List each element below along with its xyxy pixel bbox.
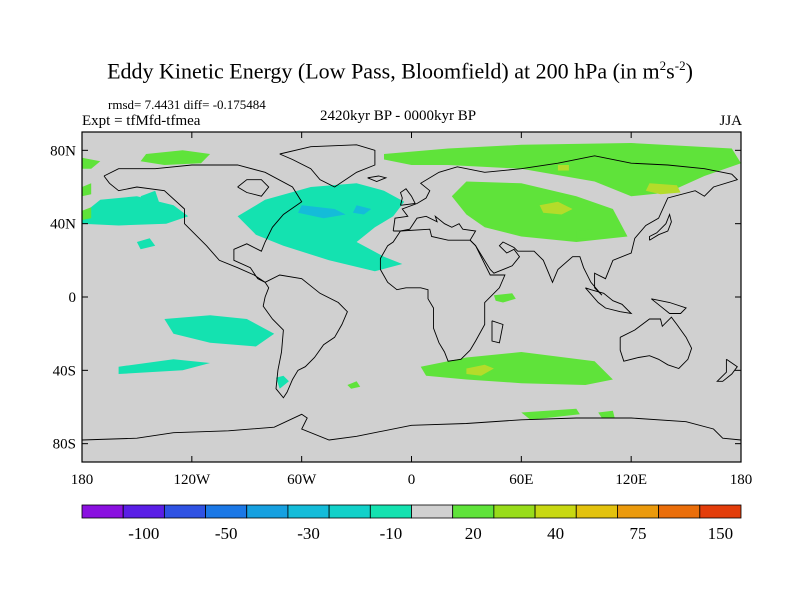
y-tick-label: 40N [50,217,76,233]
anomaly-region-east-asia-small [576,229,593,239]
anomaly-region-central-asia [451,181,628,242]
anomaly-region-arctic-dateline [82,157,101,169]
anomaly-region-north-asia-core [539,201,573,215]
colorbar-swatch [575,504,618,519]
colorbar-swatch [81,504,124,519]
new-zealand-coast [716,358,738,382]
y-tick-label: 80N [50,143,76,159]
anomaly-region-antarctic-ring-2 [598,410,615,418]
colorbar-swatch [163,504,206,519]
anomaly-region-atlantic-south-small [347,381,361,389]
rmsd-diff-stats: rmsd= 7.4431 diff= -0.175484 [108,97,266,112]
colorbar-swatch [411,504,454,519]
colorbar-label: 20 [465,524,482,543]
colorbar-label: -50 [215,524,238,543]
y-tick-label: 80S [53,437,76,453]
colorbar-swatch [122,504,165,519]
y-tick-label: 40S [53,363,76,379]
colorbar-swatch [287,504,330,519]
colorbar-swatch [534,504,577,519]
colorbar-swatch [452,504,495,519]
anomaly-region-indian-south-core [466,364,494,376]
colorbar-label: -100 [128,524,159,543]
colorbar-label: 40 [547,524,564,543]
season-label: JJA [719,113,742,129]
colorbar-label: 75 [630,524,647,543]
anomaly-region-arctic-canada [140,150,211,165]
x-tick-label: 120E [615,472,647,488]
colorbar-swatch [658,504,701,519]
colorbar-swatch [617,504,660,519]
anomaly-region-atlantic-core-2 [352,205,372,215]
period-label: 2420kyr BP - 0000kyr BP [320,108,477,124]
anomaly-region-pacific-east-south [164,315,275,347]
greenland-coast [279,144,376,188]
colorbar-swatch [328,504,371,519]
anomaly-region-east-siberia-core [645,183,681,195]
x-tick-label: 60E [509,472,533,488]
anomaly-region-indian-south [420,352,613,385]
anomaly-region-south-pacific-east [118,359,211,374]
anomaly-region-atlantic-north [237,183,405,272]
anomaly-region-south-america-south [276,375,289,389]
iceland-coast [367,175,388,182]
anomaly-region-atlantic-core [298,205,346,219]
colorbar-swatch [369,504,412,519]
colorbar-swatch [493,504,536,519]
australia-coast [619,316,693,370]
y-tick-label: 0 [69,290,77,306]
chart-title: Eddy Kinetic Energy (Low Pass, Bloomfiel… [107,58,693,84]
africa-coast [379,228,506,362]
anomaly-region-east-siberia-small-core [557,165,569,171]
colorbar-label: -30 [297,524,320,543]
colorbar-swatch [205,504,248,519]
colorbar-label: -10 [380,524,403,543]
x-tick-label: 180 [730,472,753,488]
colorbar-swatch [699,504,742,519]
anomaly-region-north-pacific-small [140,190,159,206]
anomaly-region-pacific-north [82,196,189,226]
experiment-label: Expt = tfMfd-tfmea [82,113,201,129]
madagascar-coast [491,320,504,344]
uk-coast [399,188,416,206]
anomaly-region-pacific-south-cell [136,238,156,250]
anomaly-region-antarctic-ring [521,408,580,420]
colorbar-swatch [246,504,289,519]
x-tick-label: 60W [287,472,317,488]
indonesia-coast [585,287,633,315]
europe-asia-coast [392,155,739,296]
x-tick-label: 120W [173,472,211,488]
new-guinea-coast [651,298,687,314]
south-america-coast [262,274,348,399]
japan-coast [649,213,672,241]
x-tick-label: 180 [71,472,94,488]
colorbar-label: 150 [708,524,734,543]
antarctica-coast [81,413,742,441]
anomaly-region-west-pacific-1 [82,183,92,197]
hudson-bay-coast [237,179,270,197]
anomaly-region-west-pacific-2 [82,207,92,220]
anomaly-region-africa-equatorial [493,293,516,303]
north-america-coast [103,164,303,283]
x-tick-label: 0 [408,472,416,488]
